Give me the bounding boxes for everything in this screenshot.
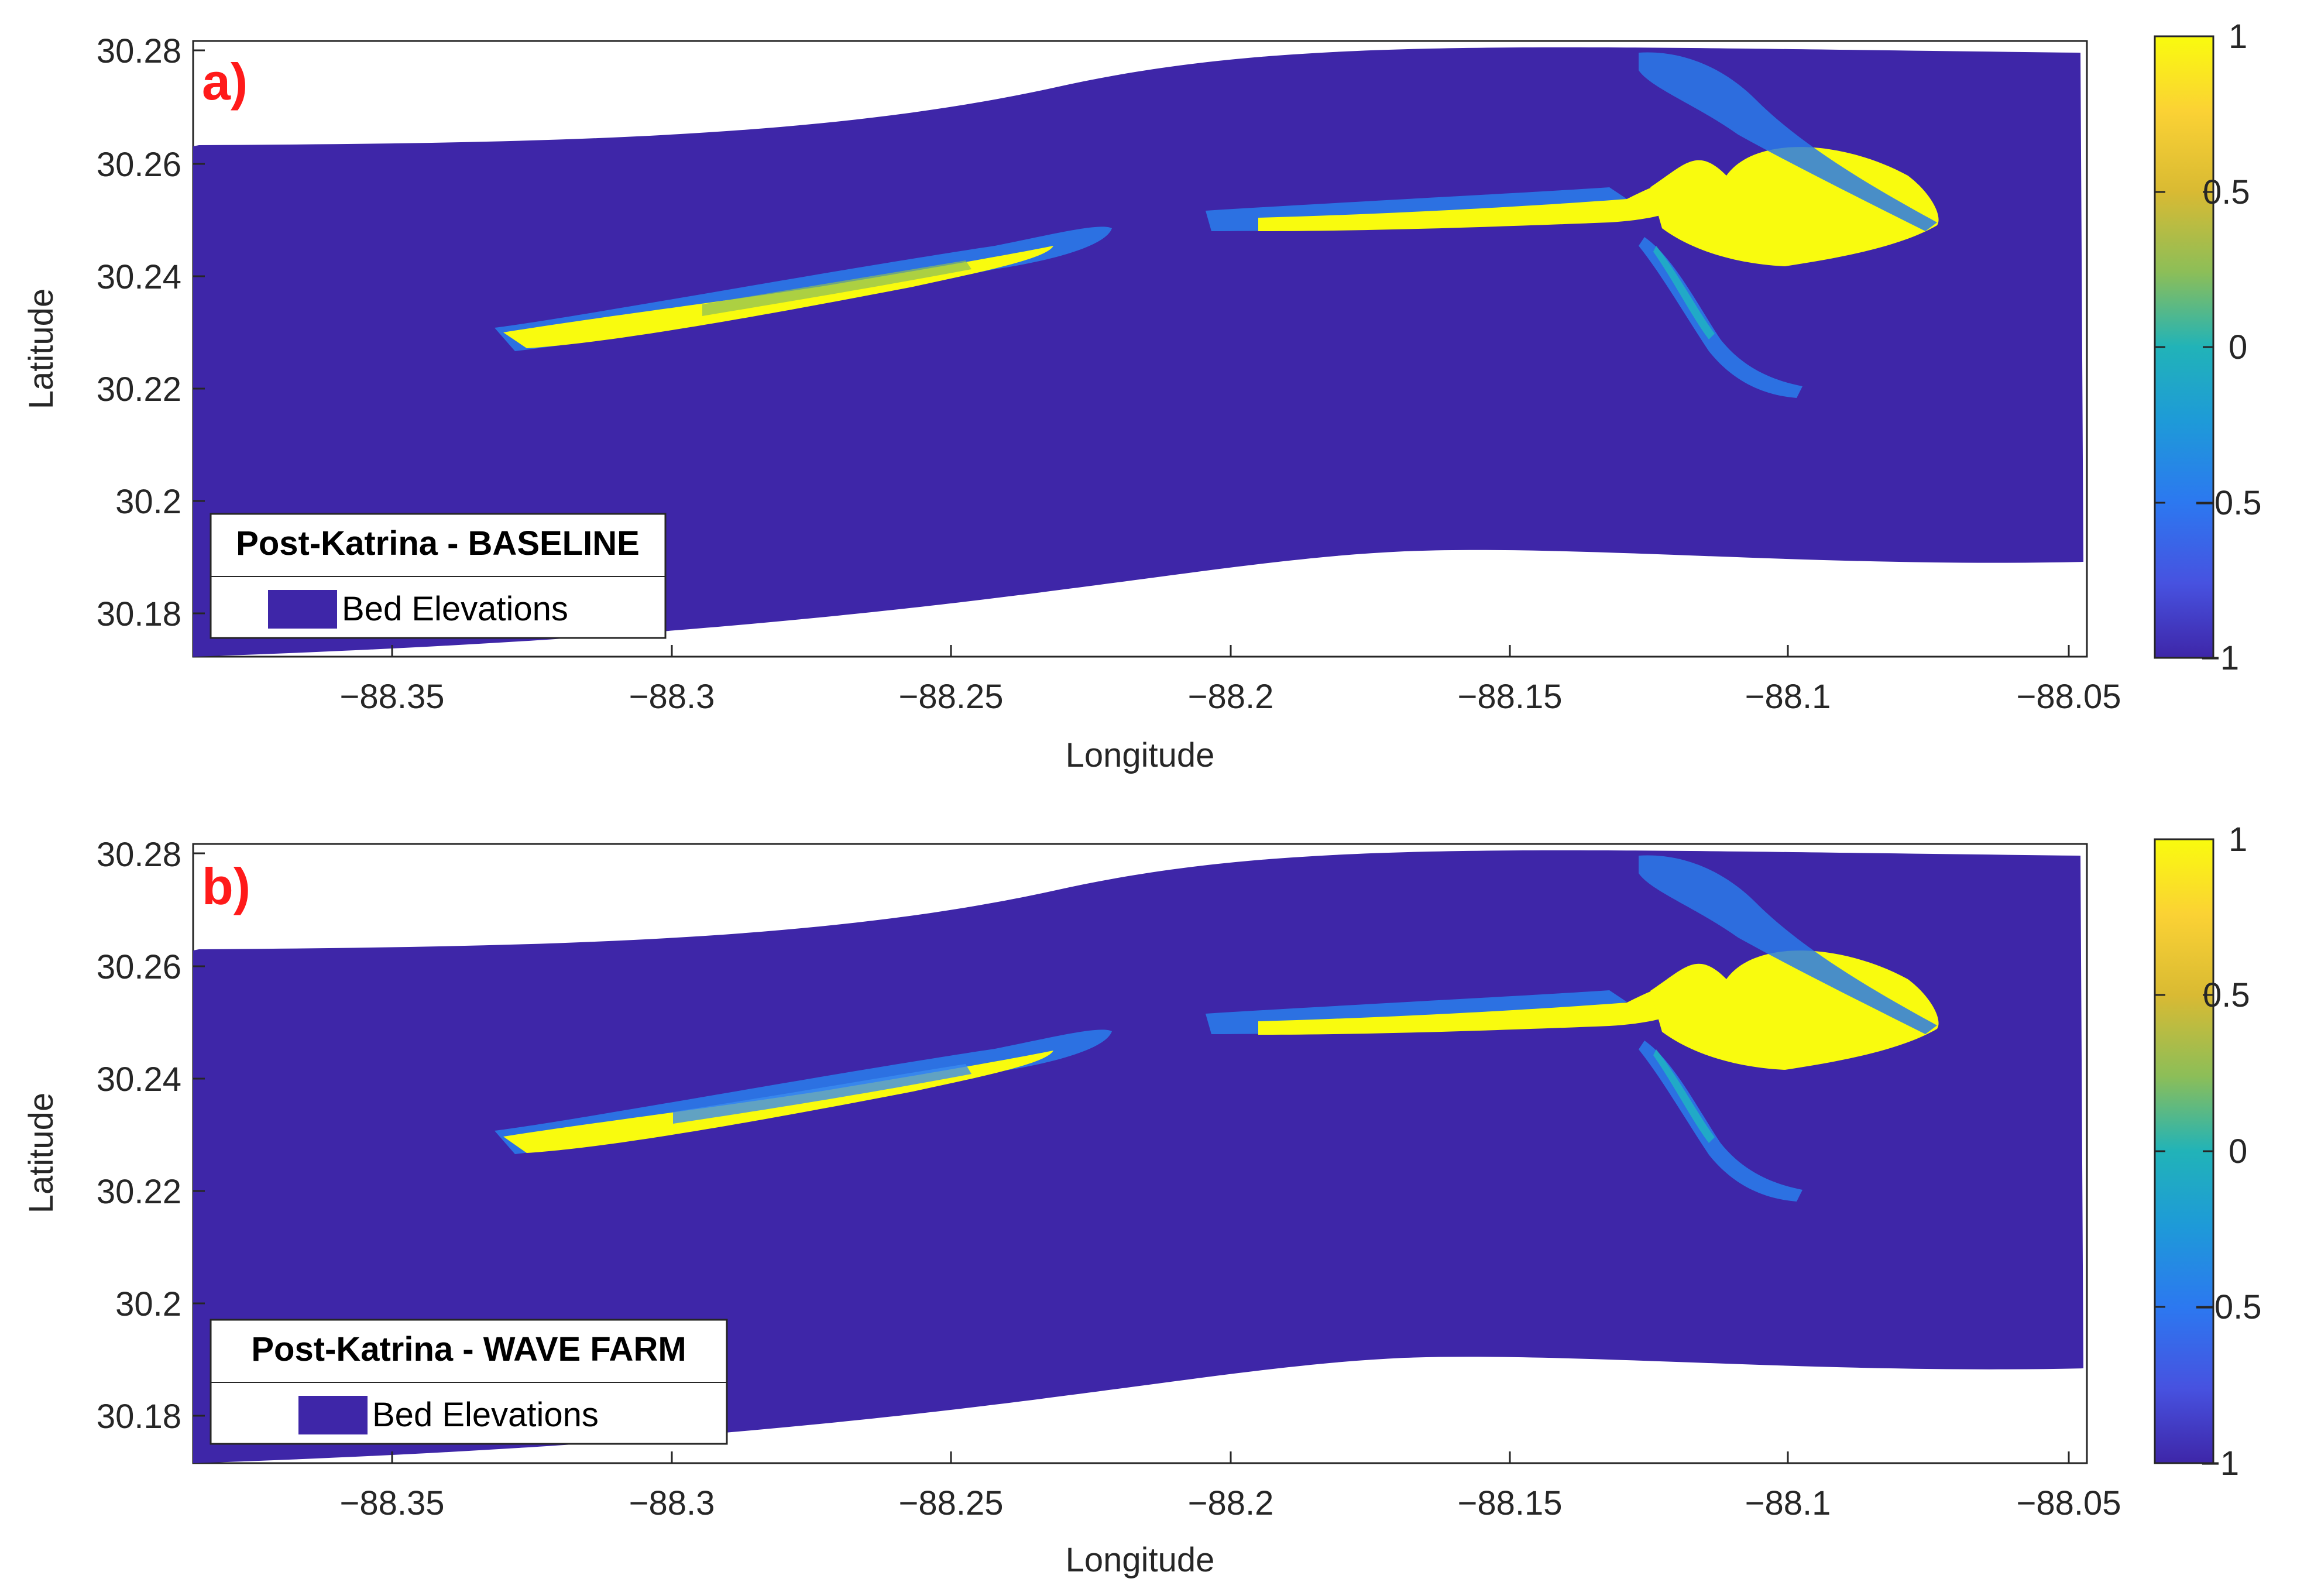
east-island-south-spit-core-b [1653,1049,1715,1143]
y-tick-label: 30.24 [97,258,181,296]
east-island-spit-b [1258,986,1688,1035]
y-tick-label: 30.2 [115,1285,181,1323]
east-island-spit-a [1258,182,1688,231]
y-tick-label: 30.22 [97,370,181,409]
y-tick-label: 30.18 [97,595,181,633]
colorbar-tick: 0 [2229,328,2247,366]
y-tick-label: 30.24 [97,1060,181,1099]
legend-b: Post-Katrina - WAVE FARM Bed Elevations [210,1319,728,1445]
y-tick-label: 30.28 [97,836,181,874]
legend-item: Bed Elevations [372,1396,599,1434]
x-ticks-a: −88.35 −88.3 −88.25 −88.2 −88.15 −88.1 −… [339,678,2121,716]
x-tick-label: −88.05 [2016,1484,2121,1522]
colorbar-tick: 0.5 [2203,976,2250,1014]
colorbar-tick: 0.5 [2203,173,2250,211]
x-tick-label: −88.25 [898,1484,1003,1522]
x-tick-label: −88.3 [629,678,715,716]
panel-b-svg: 30.28 30.26 30.24 30.22 30.2 30.18 −88.3… [22,821,2262,1579]
east-island-north-shoal-b [1639,855,1937,1034]
colorbar-tick: 0 [2229,1132,2247,1171]
colorbar-b: 1 0.5 0 −0.5 −1 [2154,821,2262,1482]
x-tick-label: −88.35 [339,1484,444,1522]
legend-title: Post-Katrina - BASELINE [236,524,640,562]
y-axis-label: Latitude [22,289,60,409]
east-island-south-spit-a [1639,237,1802,398]
legend-swatch [268,590,337,629]
colorbar-tick: 1 [2229,821,2247,859]
x-tick-label: −88.25 [898,678,1003,716]
legend-item: Bed Elevations [342,590,568,628]
east-island-south-spit-b [1639,1041,1802,1202]
panel-letter: a) [202,53,248,111]
colorbar-tick: −0.5 [2195,484,2262,522]
colorbar-tick: 1 [2229,18,2247,56]
y-tick-label: 30.28 [97,32,181,70]
legend-title: Post-Katrina - WAVE FARM [251,1330,686,1368]
colorbar-tick: −1 [2200,1444,2239,1482]
colorbar-tick: −0.5 [2195,1288,2262,1326]
y-tick-label: 30.26 [97,948,181,986]
legend-swatch [298,1396,368,1434]
legend-a: Post-Katrina - BASELINE Bed Elevations [210,513,667,639]
x-tick-label: −88.2 [1188,1484,1274,1522]
x-tick-label: −88.3 [629,1484,715,1522]
panel-a-svg: 30.28 30.26 30.24 30.22 30.2 30.18 −88.3… [22,18,2262,774]
x-tick-label: −88.15 [1457,1484,1562,1522]
y-ticks-a: 30.28 30.26 30.24 30.22 30.2 30.18 [97,32,181,633]
east-island-south-spit-core-a [1653,246,1715,339]
panel-a: 30.28 30.26 30.24 30.22 30.2 30.18 −88.3… [0,0,2297,796]
panel-b: 30.28 30.26 30.24 30.22 30.2 30.18 −88.3… [0,802,2297,1596]
x-axis-label: Longitude [1066,1541,1215,1579]
x-tick-label: −88.15 [1457,678,1562,716]
east-island-main-a [1650,147,1939,266]
y-tick-label: 30.22 [97,1173,181,1211]
x-axis-label: Longitude [1066,736,1215,774]
x-tick-label: −88.2 [1188,678,1274,716]
colorbar-tick: −1 [2200,639,2239,677]
east-island-main-b [1650,950,1939,1070]
colorbar-a: 1 0.5 0 −0.5 −1 [2154,18,2262,677]
west-island-mid-b [673,1064,971,1124]
y-axis-label: Latitude [22,1093,60,1213]
y-ticks-b: 30.28 30.26 30.24 30.22 30.2 30.18 [97,836,181,1436]
y-tick-label: 30.18 [97,1398,181,1436]
y-tick-label: 30.26 [97,146,181,184]
x-ticks-b: −88.35 −88.3 −88.25 −88.2 −88.15 −88.1 −… [339,1484,2121,1522]
panel-letter: b) [202,857,250,915]
x-tick-label: −88.1 [1745,1484,1831,1522]
y-tick-label: 30.2 [115,483,181,521]
x-tick-label: −88.35 [339,678,444,716]
west-island-mid-a [702,260,971,316]
x-tick-label: −88.05 [2016,678,2121,716]
east-island-north-shoal-a [1639,52,1937,231]
x-tick-label: −88.1 [1745,678,1831,716]
